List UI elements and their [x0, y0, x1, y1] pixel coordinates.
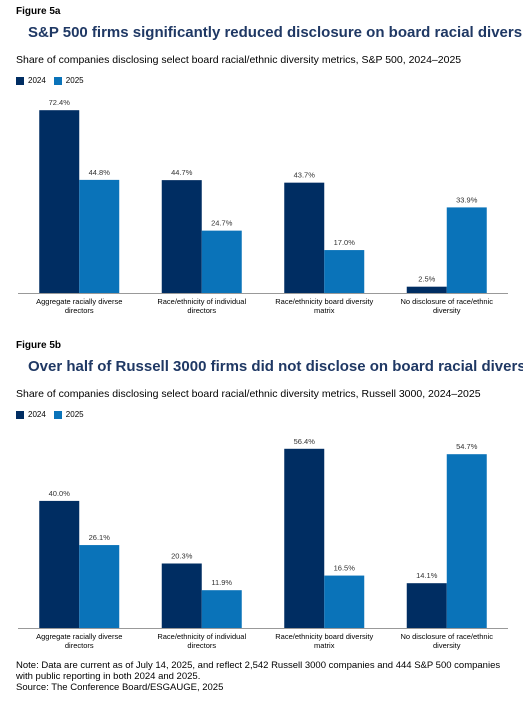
category-label-1-1: directors	[187, 306, 216, 315]
data-label-2025-3: 33.9%	[456, 195, 478, 204]
category-label-3-0: No disclosure of race/ethnic	[400, 632, 493, 641]
legend-swatch-2024	[16, 76, 24, 85]
figure-5b-chart: 40.0%26.1%Aggregate racially diversedire…	[18, 437, 508, 650]
category-label-3-1: diversity	[433, 641, 461, 650]
data-label-2025-2: 17.0%	[334, 238, 356, 247]
category-label-0-1: directors	[65, 306, 94, 315]
legend-swatch-2024	[16, 410, 24, 419]
bar-2025-2	[324, 575, 365, 628]
bar-2024-1	[161, 180, 202, 293]
data-label-2024-2: 56.4%	[294, 437, 316, 446]
category-label-1-0: Race/ethnicity of individual	[157, 632, 246, 641]
figure-5b-title: Over half of Russell 3000 firms did not …	[28, 358, 523, 375]
figure-5b-legend: 2024 2025	[16, 410, 92, 419]
figure-5b-subtitle: Share of companies disclosing select boa…	[16, 388, 481, 400]
legend-label-2024: 2024	[28, 410, 46, 419]
category-label-0-0: Aggregate racially diverse	[36, 632, 122, 641]
bar-2024-3	[406, 583, 447, 628]
bar-2024-2	[284, 182, 325, 293]
bar-2025-1	[201, 230, 242, 293]
bar-2025-0	[79, 179, 120, 293]
category-label-2-0: Race/ethnicity board diversity	[275, 297, 373, 306]
category-label-3-0: No disclosure of race/ethnic	[400, 297, 493, 306]
legend-label-2025: 2025	[65, 76, 84, 85]
figure-5a-label: Figure 5a	[16, 6, 61, 17]
data-label-2024-0: 40.0%	[49, 489, 71, 498]
chart-note: Note: Data are current as of July 14, 20…	[16, 660, 516, 693]
data-label-2025-0: 26.1%	[89, 533, 111, 542]
legend-swatch-2025	[53, 410, 62, 419]
category-label-3-1: diversity	[433, 306, 461, 315]
category-label-0-0: Aggregate racially diverse	[36, 297, 122, 306]
data-label-2024-2: 43.7%	[294, 171, 316, 180]
legend-label-2025: 2025	[65, 410, 84, 419]
data-label-2024-0: 72.4%	[49, 98, 71, 107]
bar-2024-3	[406, 286, 447, 293]
data-label-2025-1: 11.9%	[211, 578, 232, 587]
data-label-2025-0: 44.8%	[89, 168, 111, 177]
note-text: Note: Data are current as of July 14, 20…	[16, 660, 501, 682]
data-label-2024-1: 20.3%	[171, 551, 193, 560]
bar-2025-0	[79, 545, 120, 628]
figure-5a-subtitle: Share of companies disclosing select boa…	[16, 54, 462, 66]
figure-5a-title: S&P 500 firms significantly reduced disc…	[28, 24, 523, 41]
data-label-2025-2: 16.5%	[334, 564, 356, 573]
category-label-1-0: Race/ethnicity of individual	[157, 297, 246, 306]
bar-2025-3	[446, 454, 487, 628]
category-label-2-1: matrix	[314, 306, 335, 315]
bar-2024-1	[161, 563, 202, 628]
category-label-1-1: directors	[187, 641, 216, 650]
data-label-2024-3: 14.1%	[416, 571, 438, 580]
legend-swatch-2025	[53, 76, 62, 85]
source-text: Source: The Conference Board/ESGAUGE, 20…	[16, 682, 224, 693]
bar-2025-1	[201, 590, 242, 628]
bar-2024-0	[39, 110, 80, 293]
category-label-2-0: Race/ethnicity board diversity	[275, 632, 373, 641]
figure-5a-legend: 2024 2025	[16, 76, 92, 85]
figure-5a-chart: 72.4%44.8%Aggregate racially diversedire…	[18, 98, 508, 315]
data-label-2025-3: 54.7%	[456, 442, 478, 451]
legend-label-2024: 2024	[28, 76, 46, 85]
figure-5b-label: Figure 5b	[16, 340, 62, 351]
data-label-2024-1: 44.7%	[171, 168, 193, 177]
data-label-2024-3: 2.5%	[418, 275, 435, 284]
category-label-2-1: matrix	[314, 641, 335, 650]
bar-2024-2	[284, 448, 325, 628]
bar-2025-3	[446, 207, 487, 293]
bar-2025-2	[324, 250, 365, 293]
bar-2024-0	[39, 500, 80, 628]
data-label-2025-1: 24.7%	[211, 219, 233, 228]
category-label-0-1: directors	[65, 641, 94, 650]
